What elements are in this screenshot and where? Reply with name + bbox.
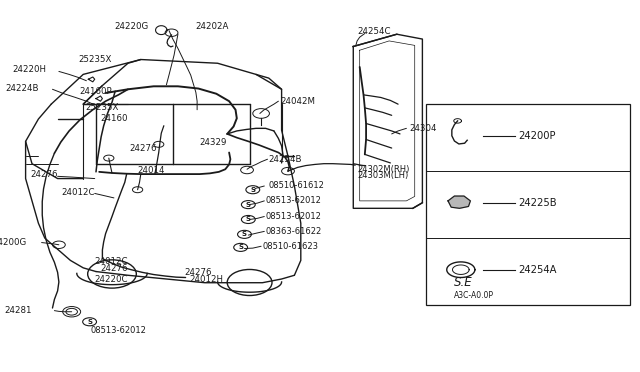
Text: S: S [246,217,251,222]
Text: 24042M: 24042M [280,97,316,106]
Text: 08513-62012: 08513-62012 [91,326,147,335]
Text: 24254A: 24254A [518,265,557,275]
Text: 24254B: 24254B [269,155,302,164]
Text: 24220H: 24220H [12,65,46,74]
Text: 24012C: 24012C [61,188,95,197]
Text: 08510-61623: 08510-61623 [262,242,319,251]
Text: 24276: 24276 [30,170,58,179]
Text: 24304: 24304 [410,124,437,133]
Text: 24303M(LH): 24303M(LH) [357,171,408,180]
Text: 08513-62012: 08513-62012 [266,196,321,205]
FancyBboxPatch shape [426,104,630,305]
Text: 08513-62012: 08513-62012 [266,212,321,221]
Text: A3C-A0.0P: A3C-A0.0P [454,291,495,300]
Text: S: S [250,187,255,193]
Text: 08363-61622: 08363-61622 [266,227,322,236]
Text: S.E: S.E [454,276,473,289]
Text: 25235X: 25235X [85,103,118,112]
Text: 24276: 24276 [100,264,128,273]
Text: S: S [238,244,243,250]
Text: 24224B: 24224B [5,84,38,93]
Text: 24254C: 24254C [357,27,390,36]
Text: 08510-61612: 08510-61612 [269,182,324,190]
Text: S: S [246,202,251,208]
Text: 24276: 24276 [184,268,212,277]
Text: 24160: 24160 [100,114,128,123]
Text: 24281: 24281 [4,306,32,315]
Text: 24200G: 24200G [0,238,27,247]
Text: S: S [87,319,92,325]
Text: 24014: 24014 [138,166,165,174]
Text: 25235X: 25235X [79,55,112,64]
Text: 24202A: 24202A [195,22,228,31]
Text: 24302M(RH): 24302M(RH) [357,165,410,174]
Text: 24276: 24276 [129,144,157,153]
Text: 24225B: 24225B [518,198,557,208]
Text: S: S [242,231,247,237]
Text: 24012H: 24012H [189,275,223,284]
Text: 24160P: 24160P [79,87,112,96]
Text: 24200P: 24200P [518,131,556,141]
Polygon shape [448,196,470,208]
Text: 24220C: 24220C [95,275,128,283]
Text: 24012C: 24012C [95,257,128,266]
Text: 24220G: 24220G [114,22,148,31]
Text: 24329: 24329 [200,138,227,147]
